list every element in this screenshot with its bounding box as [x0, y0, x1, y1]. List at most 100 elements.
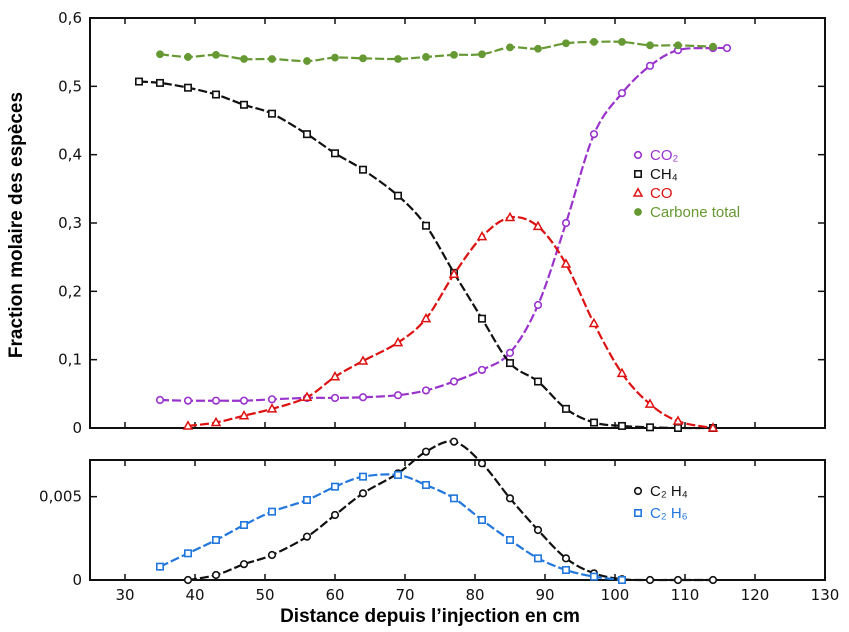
top-y-tick-label: 0,5	[58, 77, 82, 95]
data-point	[358, 489, 368, 498]
data-point	[562, 39, 570, 48]
data-point	[239, 560, 249, 569]
data-point	[505, 535, 514, 544]
series-top-0	[155, 43, 732, 405]
data-point	[533, 525, 543, 535]
data-point	[532, 220, 544, 231]
data-point	[589, 130, 599, 139]
legend-marker	[634, 208, 642, 216]
data-point	[588, 317, 600, 328]
x-tick-label: 60	[325, 586, 344, 604]
data-point	[477, 365, 487, 375]
data-point	[616, 367, 628, 378]
series-line	[138, 80, 714, 430]
bottom-panel-ticks: 0 0,005 30 40 50 60 70 80 90 100 110 120 130	[39, 460, 839, 604]
data-point	[183, 396, 193, 405]
data-point	[421, 480, 430, 489]
data-point	[420, 312, 432, 323]
data-point	[450, 51, 458, 59]
data-point	[182, 420, 194, 430]
legend-entry: CO₂	[650, 147, 679, 164]
x-tick-label: 50	[255, 586, 274, 604]
data-point	[448, 268, 460, 278]
data-point	[618, 38, 626, 46]
data-point	[393, 470, 402, 479]
bottom-panel-frame	[89, 459, 826, 581]
data-point	[449, 437, 459, 446]
data-point	[722, 43, 732, 53]
top-y-tick-label: 0	[72, 419, 82, 437]
series-top-3	[156, 38, 717, 65]
x-tick-label: 100	[601, 586, 630, 604]
data-point	[210, 416, 222, 427]
data-point	[155, 395, 165, 405]
data-point	[358, 393, 368, 402]
data-point	[561, 565, 570, 574]
legend-marker	[633, 150, 643, 160]
data-point	[672, 415, 684, 425]
legend-entry: C₂ H₄	[650, 483, 688, 500]
data-point	[673, 423, 682, 432]
data-point	[449, 377, 459, 386]
data-point	[421, 221, 430, 230]
data-point	[589, 572, 598, 581]
data-point	[330, 149, 339, 158]
legend-marker	[633, 170, 642, 179]
data-point	[505, 348, 515, 357]
data-point	[708, 575, 718, 585]
data-point	[240, 55, 248, 63]
top-panel-ticks: 0 0,1 0,2 0,3 0,4 0,5 0,6	[58, 9, 826, 437]
data-point	[617, 89, 627, 98]
data-point	[477, 459, 487, 468]
data-point	[268, 55, 276, 63]
data-point	[156, 562, 165, 571]
data-point	[476, 230, 488, 241]
data-point	[421, 386, 431, 395]
data-point	[533, 300, 543, 310]
data-point	[135, 77, 144, 86]
data-point	[393, 191, 402, 200]
data-point	[561, 218, 571, 228]
data-point	[212, 90, 221, 99]
data-point	[392, 336, 404, 347]
data-point	[156, 50, 164, 59]
x-tick-label: 40	[185, 586, 204, 604]
data-point	[303, 57, 311, 65]
data-point	[709, 42, 717, 51]
data-point	[267, 109, 276, 118]
data-point	[183, 575, 193, 585]
data-point	[266, 403, 278, 413]
data-point	[302, 130, 311, 139]
bottom-y-tick-label: 0	[72, 571, 82, 589]
data-point	[240, 520, 249, 529]
series-top-2	[182, 211, 719, 432]
data-point	[478, 50, 486, 59]
data-point	[267, 550, 277, 560]
top-y-tick-label: 0,6	[58, 9, 82, 27]
top-y-tick-label: 0,4	[58, 146, 82, 164]
data-point	[504, 211, 516, 222]
top-panel-series	[135, 38, 732, 432]
data-point	[329, 371, 341, 381]
top-y-tick-label: 0,1	[58, 351, 82, 369]
data-point	[646, 41, 654, 50]
data-point	[267, 507, 276, 516]
data-point	[358, 165, 367, 174]
top-y-tick-label: 0,3	[58, 214, 82, 232]
data-point	[561, 404, 570, 413]
legend-entry: CO	[650, 185, 673, 202]
top-y-tick-label: 0,2	[58, 282, 82, 300]
data-point	[477, 314, 486, 323]
data-point	[394, 55, 402, 63]
x-axis-label: Distance depuis l’injection en cm	[280, 606, 580, 627]
data-point	[330, 510, 340, 520]
data-point	[267, 395, 277, 404]
data-point	[645, 423, 654, 432]
x-tick-label: 120	[741, 586, 770, 604]
data-point	[561, 554, 571, 563]
data-point	[331, 53, 339, 62]
data-point	[184, 549, 193, 558]
data-point	[302, 495, 311, 504]
bottom-y-tick-label: 0,005	[39, 488, 82, 506]
data-point	[184, 83, 193, 92]
